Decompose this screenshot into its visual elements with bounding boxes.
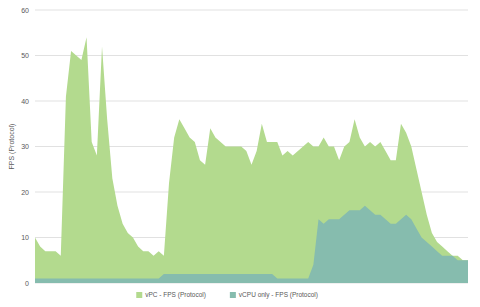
legend: vPC - FPS (Protocol) vCPU only - FPS (Pro… [136, 291, 318, 299]
legend-label: vPC - FPS (Protocol) [145, 291, 206, 299]
legend-swatch [230, 292, 236, 298]
y-tick-label: 40 [21, 98, 29, 105]
legend-label: vCPU only - FPS (Protocol) [239, 291, 318, 299]
y-tick-label: 0 [25, 280, 29, 287]
plot-area [35, 37, 468, 283]
area-series [35, 206, 468, 283]
y-tick-label: 60 [21, 7, 29, 14]
legend-swatch [136, 292, 142, 298]
y-tick-label: 50 [21, 52, 29, 59]
y-tick-label: 20 [21, 189, 29, 196]
chart-svg: 0 10 20 30 40 50 60 FPS (Protocol) vPC - FPS (Pr… [0, 0, 480, 307]
chart-container: 0 10 20 30 40 50 60 FPS (Protocol) vPC - FPS (Pr… [0, 0, 480, 307]
y-tick-label: 30 [21, 143, 29, 150]
grid-line [35, 55, 468, 56]
y-tick-label: 10 [21, 234, 29, 241]
y-axis-label: FPS (Protocol) [8, 124, 16, 170]
area-series [35, 37, 468, 283]
grid-line [35, 10, 468, 11]
